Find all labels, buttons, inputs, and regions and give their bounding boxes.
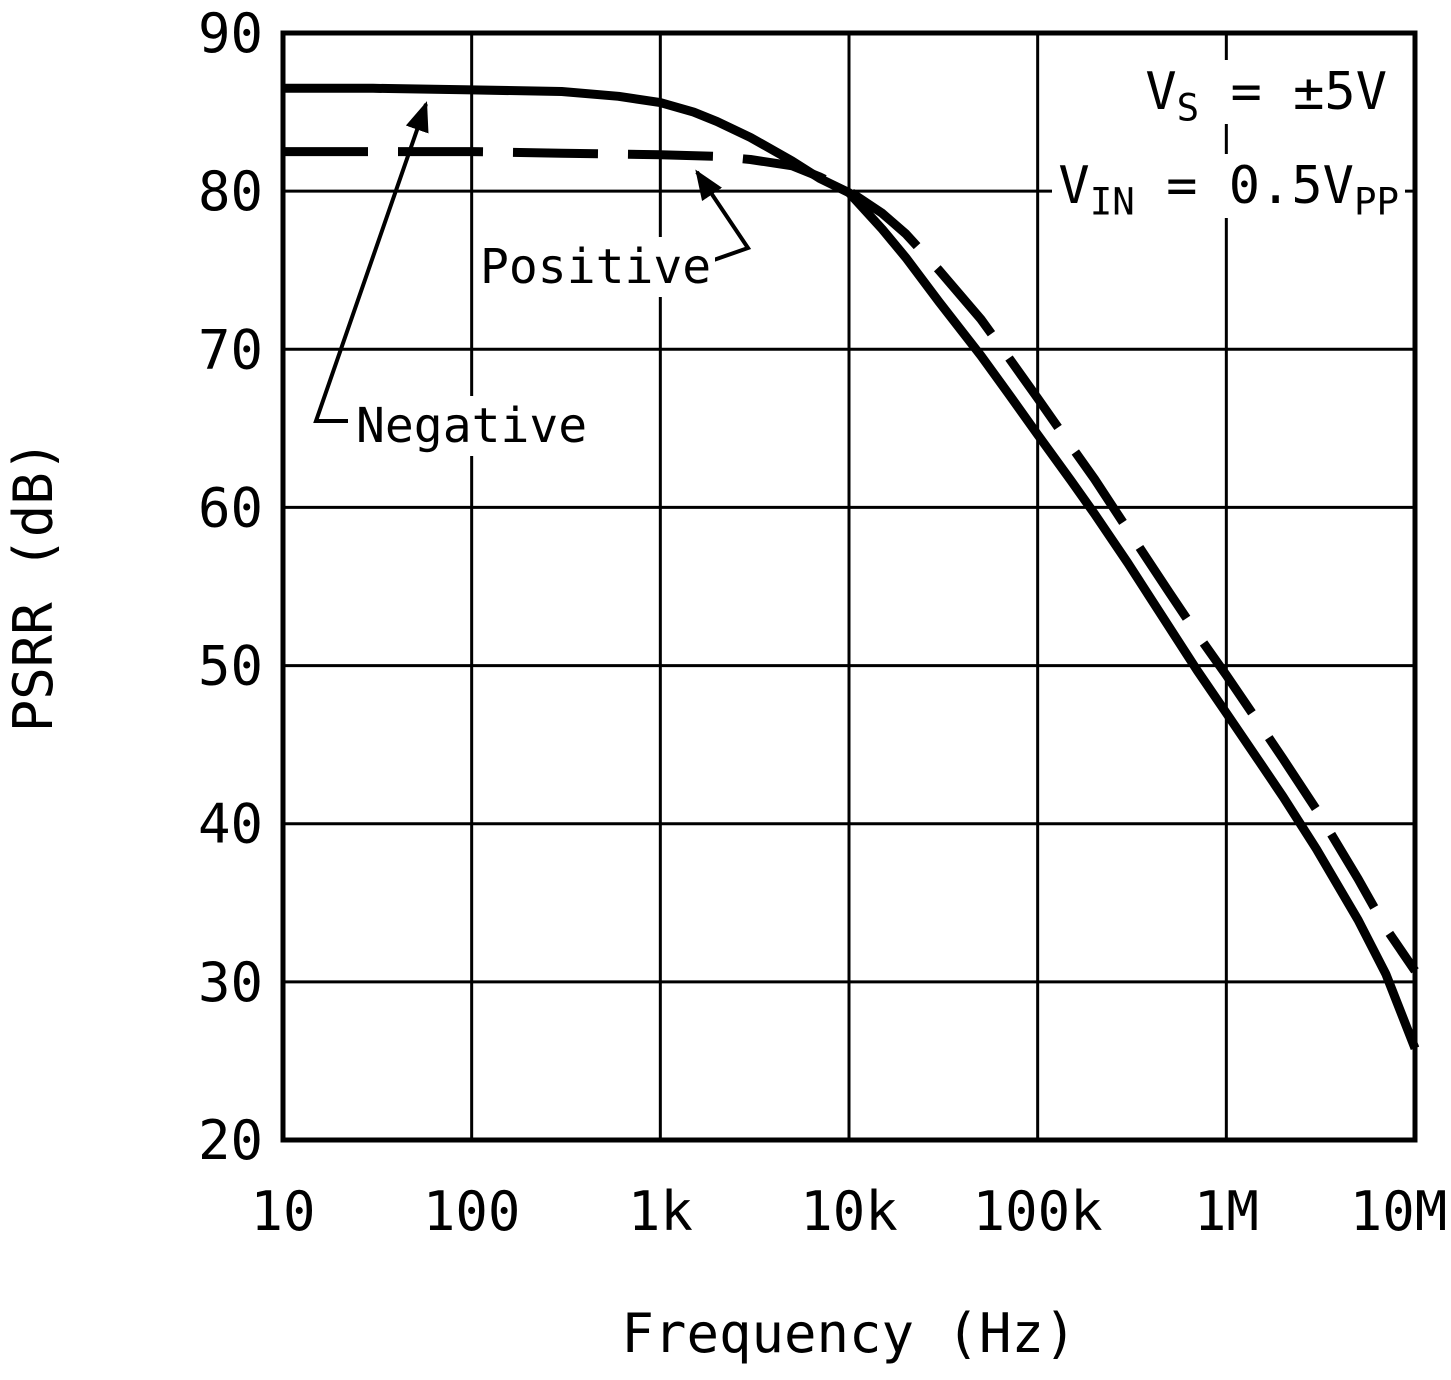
annotation-supply-subscript: S (1176, 85, 1200, 130)
x-tick-label: 10k (800, 1180, 898, 1243)
annotation-input-symbol: V (1058, 156, 1090, 216)
y-tick-label: 50 (198, 635, 263, 698)
y-tick-label: 20 (198, 1109, 263, 1172)
annotation-supply-voltage: VS = ±5V (1139, 60, 1393, 126)
curve-negative (283, 83, 1420, 1050)
x-tick-label: 1M (1194, 1180, 1259, 1243)
annotation-supply-symbol: V (1145, 62, 1177, 122)
curves (283, 83, 1420, 1050)
positive-label-arrow (695, 169, 752, 264)
annotation-input-unit-subscript: PP (1353, 179, 1399, 224)
y-tick-label: 60 (198, 476, 263, 539)
annotation-input-subscript: IN (1089, 179, 1135, 224)
y-axis-title: PSRR (dB) (2, 440, 65, 733)
plot-border (280, 30, 1418, 1143)
y-tick-label: 40 (198, 793, 263, 856)
label-negative-curve: Negative (352, 396, 592, 456)
x-axis-tick-labels: 10 100 1k 10k 100k 1M 10M (250, 1180, 1447, 1243)
y-tick-label: 70 (198, 318, 263, 381)
x-tick-label: 1k (628, 1180, 693, 1243)
x-axis-title: Frequency (Hz) (621, 1302, 1076, 1365)
y-tick-label: 80 (198, 160, 263, 223)
annotation-input-voltage: VIN = 0.5VPP (1052, 154, 1405, 220)
label-positive-curve: Positive (476, 237, 716, 297)
x-tick-label: 100k (973, 1180, 1103, 1243)
curve-positive (283, 147, 1419, 974)
annotation-supply-value: = ±5V (1199, 62, 1387, 122)
x-tick-label: 10 (250, 1180, 315, 1243)
y-tick-label: 90 (198, 2, 263, 65)
y-tick-label: 30 (198, 951, 263, 1014)
x-tick-label: 100 (423, 1180, 521, 1243)
annotation-input-value: = 0.5V (1134, 156, 1354, 216)
negative-label-arrow (313, 101, 429, 423)
x-tick-label: 10M (1350, 1180, 1448, 1243)
y-axis-tick-labels: 90 80 70 60 50 40 30 20 (198, 2, 263, 1172)
